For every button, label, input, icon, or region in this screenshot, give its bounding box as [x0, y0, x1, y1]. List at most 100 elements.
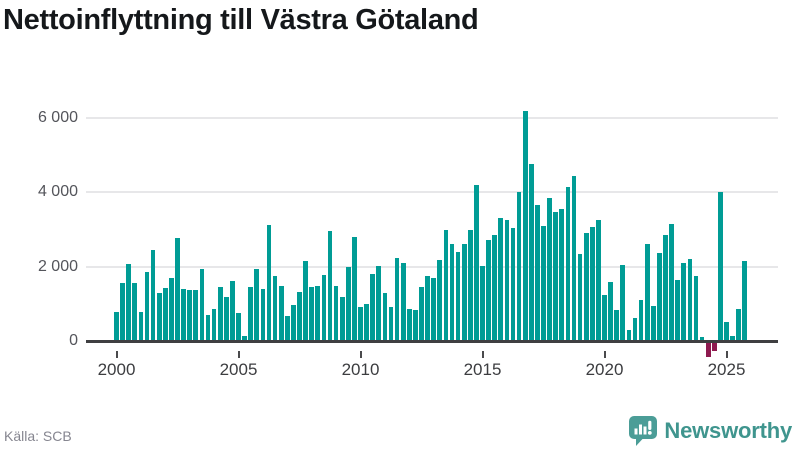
- newsworthy-bubble-chart-icon: [629, 416, 658, 446]
- bar-2024-q4: [718, 192, 723, 341]
- bar-2016-q3: [516, 192, 522, 341]
- bar-2000-q4: [132, 283, 138, 341]
- y-tick-label-4000: 4 000: [37, 183, 78, 201]
- bar-2020-q3: [614, 309, 620, 341]
- bar-2007-q4: [303, 260, 308, 341]
- bar-2006-q4: [278, 285, 284, 341]
- bar-2005-q2: [242, 335, 247, 341]
- bar-2010-q3: [370, 273, 376, 341]
- bar-2007-q2: [291, 305, 296, 341]
- bar-2020-q1: [602, 295, 607, 341]
- bar-2015-q4: [498, 217, 504, 341]
- bar-2008-q2: [315, 286, 321, 341]
- x-tick-2010: [359, 351, 362, 358]
- bar-2012-q2: [413, 309, 418, 341]
- bar-2004-q3: [223, 296, 229, 341]
- bar-2007-q1: [284, 315, 290, 341]
- newsworthy-logo[interactable]: Newsworthy: [629, 416, 792, 446]
- bar-2007-q3: [297, 291, 302, 341]
- bar-2009-q2: [339, 296, 345, 341]
- source-note: Källa: SCB: [4, 428, 72, 444]
- x-tick-label-2025: 2025: [707, 360, 746, 379]
- bar-2025-q3: [736, 308, 742, 341]
- bar-2024-q1: [699, 336, 705, 341]
- bar-2015-q3: [492, 235, 498, 341]
- bar-2011-q2: [388, 306, 394, 341]
- bar-2018-q1: [553, 211, 559, 341]
- x-tick-label-2020: 2020: [585, 360, 624, 379]
- bar-2019-q2: [583, 232, 589, 341]
- x-tick-2015: [481, 351, 484, 358]
- bar-2014-q1: [455, 252, 461, 341]
- newsworthy-wordmark: Newsworthy: [664, 418, 792, 443]
- bar-2017-q3: [541, 225, 546, 341]
- bar-2024-q2: [705, 343, 711, 358]
- bar-2011-q3: [394, 258, 400, 341]
- x-axis-line: [86, 340, 778, 343]
- bar-2000-q1: [114, 311, 119, 341]
- x-tick-2000: [115, 351, 118, 358]
- bar-2012-q1: [406, 309, 412, 341]
- bar-2020-q4: [620, 265, 626, 341]
- bar-2025-q4: [742, 260, 748, 341]
- bar-2009-q1: [333, 286, 339, 341]
- bar-2011-q4: [400, 262, 406, 341]
- bar-2018-q4: [571, 176, 577, 341]
- bar-2013-q4: [449, 244, 455, 341]
- bar-2025-q1: [724, 322, 729, 341]
- bar-2006-q1: [260, 289, 266, 341]
- bar-2019-q4: [596, 220, 601, 341]
- bar-2005-q4: [254, 268, 260, 341]
- bar-2021-q4: [644, 244, 650, 341]
- bar-2014-q4: [474, 184, 479, 341]
- bar-2001-q2: [144, 272, 150, 341]
- bar-2023-q1: [675, 279, 681, 341]
- bar-2000-q2: [120, 283, 125, 341]
- bar-2001-q4: [156, 292, 162, 341]
- bar-2022-q4: [669, 223, 674, 341]
- bar-2008-q1: [309, 286, 315, 341]
- bar-2016-q2: [510, 227, 516, 341]
- bar-2018-q2: [559, 208, 565, 341]
- bar-2001-q1: [138, 312, 144, 341]
- x-tick-label-2015: 2015: [463, 360, 502, 379]
- bar-2010-q1: [358, 306, 363, 341]
- bar-2015-q1: [480, 266, 485, 341]
- bar-2008-q4: [327, 230, 333, 341]
- x-tick-label-2000: 2000: [97, 360, 136, 379]
- y-tick-label-2000: 2 000: [37, 257, 78, 275]
- bar-2016-q4: [522, 110, 528, 341]
- bar-2004-q2: [217, 287, 223, 341]
- y-tick-label-0: 0: [69, 332, 78, 349]
- bar-2016-q1: [504, 220, 510, 341]
- gridline-4000: [86, 191, 778, 194]
- bar-2013-q3: [443, 229, 449, 341]
- bar-2023-q2: [681, 262, 687, 341]
- bar-2020-q2: [608, 281, 613, 341]
- bar-2022-q2: [657, 253, 662, 341]
- bar-2021-q1: [626, 330, 632, 341]
- bar-2017-q2: [535, 205, 540, 341]
- bar-2015-q2: [486, 239, 491, 341]
- bar-2004-q4: [230, 281, 235, 341]
- bar-2017-q1: [528, 164, 534, 341]
- bar-2022-q3: [663, 235, 668, 341]
- bar-2018-q3: [565, 187, 571, 341]
- bar-2022-q1: [650, 306, 656, 341]
- gridline-2000: [86, 265, 778, 268]
- y-tick-label-6000: 6 000: [37, 109, 78, 127]
- bar-2021-q2: [632, 317, 638, 341]
- gridline-6000: [86, 117, 778, 120]
- bar-2002-q2: [169, 278, 174, 341]
- x-tick-2025: [725, 351, 728, 358]
- bar-2003-q4: [205, 315, 211, 341]
- bar-2002-q3: [175, 237, 180, 341]
- chart-title: Nettoinflyttning till Västra Götaland: [3, 4, 479, 36]
- bar-2006-q2: [266, 225, 272, 341]
- bar-2009-q3: [345, 266, 351, 341]
- bar-2013-q2: [437, 260, 443, 341]
- x-tick-label-2010: 2010: [341, 360, 380, 379]
- bar-2017-q4: [547, 197, 552, 341]
- bar-2003-q1: [187, 290, 193, 341]
- bar-2004-q1: [211, 308, 217, 341]
